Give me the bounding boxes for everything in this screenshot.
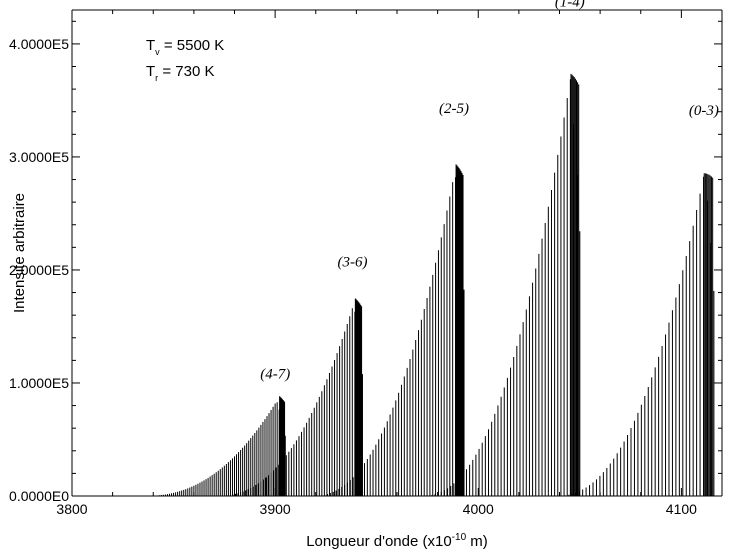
legend-entry-tv: Tv = 5500 K — [146, 37, 224, 57]
legend-tv-symbol: T — [146, 37, 155, 54]
legend-entry-tr: Tr = 730 K — [146, 63, 214, 83]
bands — [144, 73, 715, 496]
legend-tv-sub: v — [155, 47, 160, 57]
band-label: (1-4) — [555, 0, 585, 11]
y-tick-label: 2.0000E5 — [9, 262, 69, 278]
x-tick-label: 4100 — [666, 501, 697, 517]
band-labels: (4-7) (3-6) (2-5) (1-4) (0-3) — [260, 0, 719, 382]
x-tick-label: 4000 — [463, 501, 494, 517]
legend-tr-value: = 730 K — [158, 63, 214, 80]
band-3-6 — [217, 298, 363, 496]
legend-tr-sub: r — [155, 73, 158, 83]
band-lines — [557, 173, 715, 496]
legend: Tv = 5500 K Tr = 730 K — [146, 37, 224, 83]
band-lines — [144, 396, 286, 496]
x-axis-title: Longueur d'onde (x10-10 m) — [306, 532, 488, 550]
band-lines — [425, 73, 581, 496]
y-tick-label: 4.0000E5 — [9, 36, 69, 52]
band-lines — [312, 164, 465, 496]
band-label: (4-7) — [260, 366, 290, 382]
band-2-5 — [312, 164, 465, 496]
tick-labels: 3800 3900 4000 4100 0.0000E0 1.0000E5 2.0000E5… — [9, 36, 697, 517]
band-4-7 — [144, 396, 286, 496]
band-label: (0-3) — [689, 103, 719, 119]
band-lines — [217, 298, 363, 496]
y-axis-title: Intensite arbitraire — [11, 193, 28, 313]
x-axis-title-unit: m) — [466, 533, 488, 550]
y-tick-label: 1.0000E5 — [9, 375, 69, 391]
band-label: (2-5) — [439, 101, 469, 117]
band-1-4 — [425, 73, 581, 496]
ticks — [71, 10, 723, 497]
y-tick-label: 0.0000E0 — [9, 488, 69, 504]
band-label: (3-6) — [337, 254, 367, 270]
x-tick-label: 3900 — [260, 501, 291, 517]
legend-tv-value: = 5500 K — [160, 37, 225, 54]
axes — [71, 9, 723, 497]
x-tick-label: 3800 — [56, 501, 87, 517]
y-tick-label: 3.0000E5 — [9, 149, 69, 165]
legend-tr-symbol: T — [146, 63, 155, 80]
x-axis-title-exponent: -10 — [452, 532, 467, 543]
x-axis-title-main: Longueur d'onde (x10 — [306, 533, 451, 550]
band-0-3 — [557, 173, 715, 496]
